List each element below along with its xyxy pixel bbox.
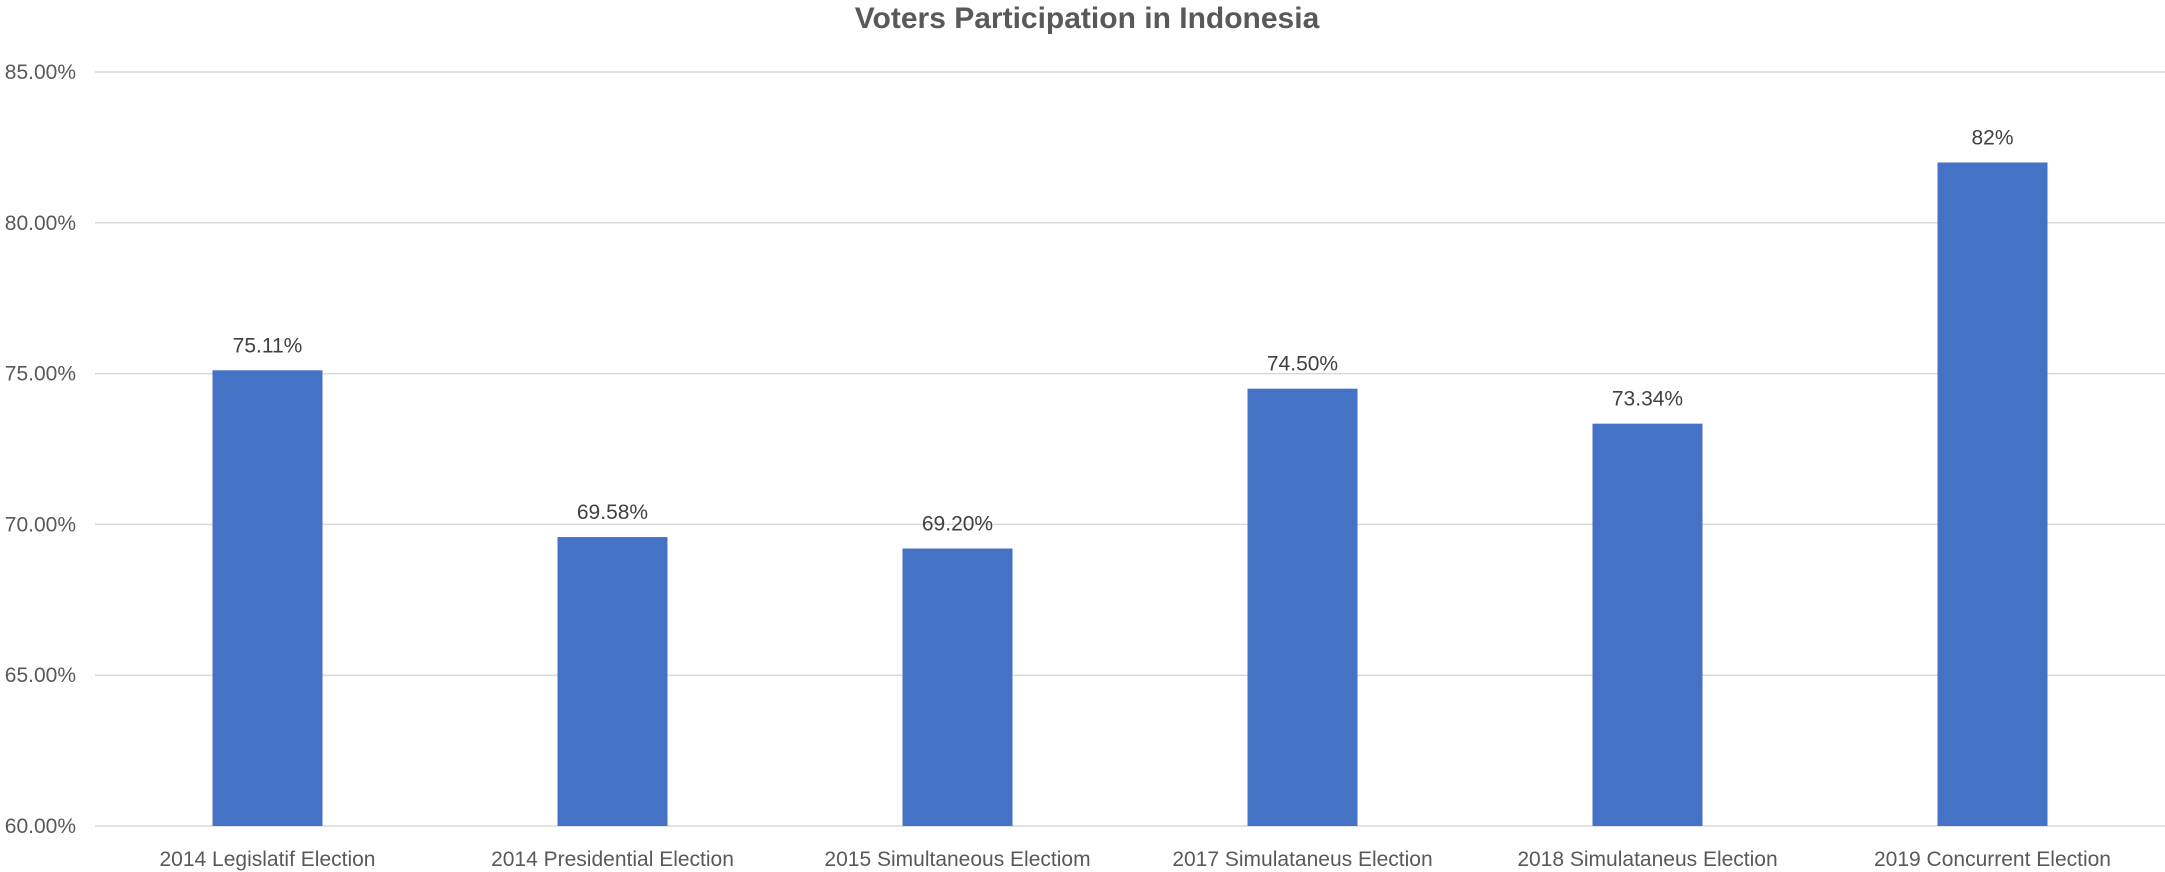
x-category-label: 2014 Presidential Election — [491, 848, 734, 871]
x-category-label: 2014 Legislatif Election — [160, 848, 376, 871]
y-tick-label: 60.00% — [5, 815, 76, 838]
data-label: 69.58% — [577, 501, 648, 524]
x-category-label: 2018 Simulataneus Election — [1517, 848, 1777, 871]
data-label: 73.34% — [1612, 388, 1683, 411]
data-label: 74.50% — [1267, 353, 1338, 376]
y-tick-label: 65.00% — [5, 664, 76, 687]
y-axis-tick-labels: 60.00% 65.00% 70.00% 75.00% 80.00% 85.00% — [5, 61, 76, 838]
y-tick-label: 70.00% — [5, 513, 76, 536]
bar — [557, 537, 668, 826]
data-labels: 75.11% 69.58% 69.20% 74.50% 73.34% 82% — [233, 126, 2014, 535]
x-category-label: 2017 Simulataneus Election — [1172, 848, 1432, 871]
bar — [212, 370, 323, 826]
bar — [902, 548, 1013, 826]
x-category-label: 2019 Concurrent Election — [1874, 848, 2111, 871]
y-tick-label: 75.00% — [5, 363, 76, 386]
y-tick-label: 80.00% — [5, 212, 76, 235]
y-tick-label: 85.00% — [5, 61, 76, 84]
gridlines — [95, 71, 2165, 827]
x-axis-category-labels: 2014 Legislatif Election 2014 Presidentia… — [160, 848, 2111, 871]
data-label: 69.20% — [922, 513, 993, 536]
data-label: 75.11% — [233, 334, 303, 357]
bars — [212, 162, 2048, 827]
bar — [1592, 423, 1703, 826]
chart-title: Voters Participation in Indonesia — [855, 2, 1320, 35]
bar — [1937, 162, 2048, 827]
data-label: 82% — [1971, 126, 2013, 149]
x-category-label: 2015 Simultaneous Electiom — [824, 848, 1090, 871]
bar — [1247, 388, 1358, 826]
